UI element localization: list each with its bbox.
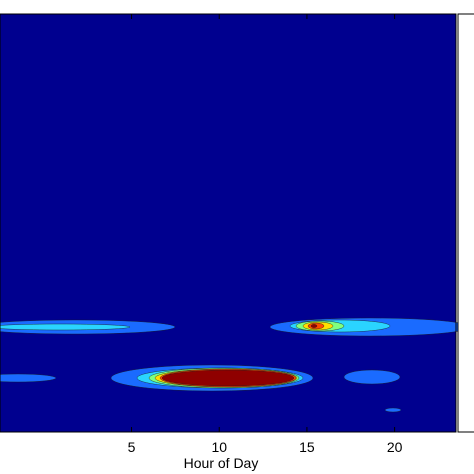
colorbar-frame	[457, 13, 474, 433]
contour-level-6	[310, 324, 318, 328]
contour-level-2	[0, 323, 131, 331]
plot-frame	[0, 13, 457, 433]
plot-area	[0, 13, 471, 433]
plot-background	[0, 14, 456, 432]
contour-level-1	[343, 369, 401, 385]
x-tick-label: 5	[128, 439, 136, 455]
contour-level-6	[161, 369, 295, 387]
x-axis-ticks: 5 10 15 20	[128, 14, 403, 455]
x-tick-label: 10	[211, 439, 227, 455]
x-tick-label: 15	[299, 439, 315, 455]
contour-regions	[0, 317, 471, 413]
contour-level-1	[0, 373, 57, 383]
contour-level-1	[384, 407, 402, 413]
x-tick-label: 20	[387, 439, 403, 455]
colorbar	[457, 13, 474, 433]
x-axis-label: Hour of Day	[184, 455, 259, 471]
